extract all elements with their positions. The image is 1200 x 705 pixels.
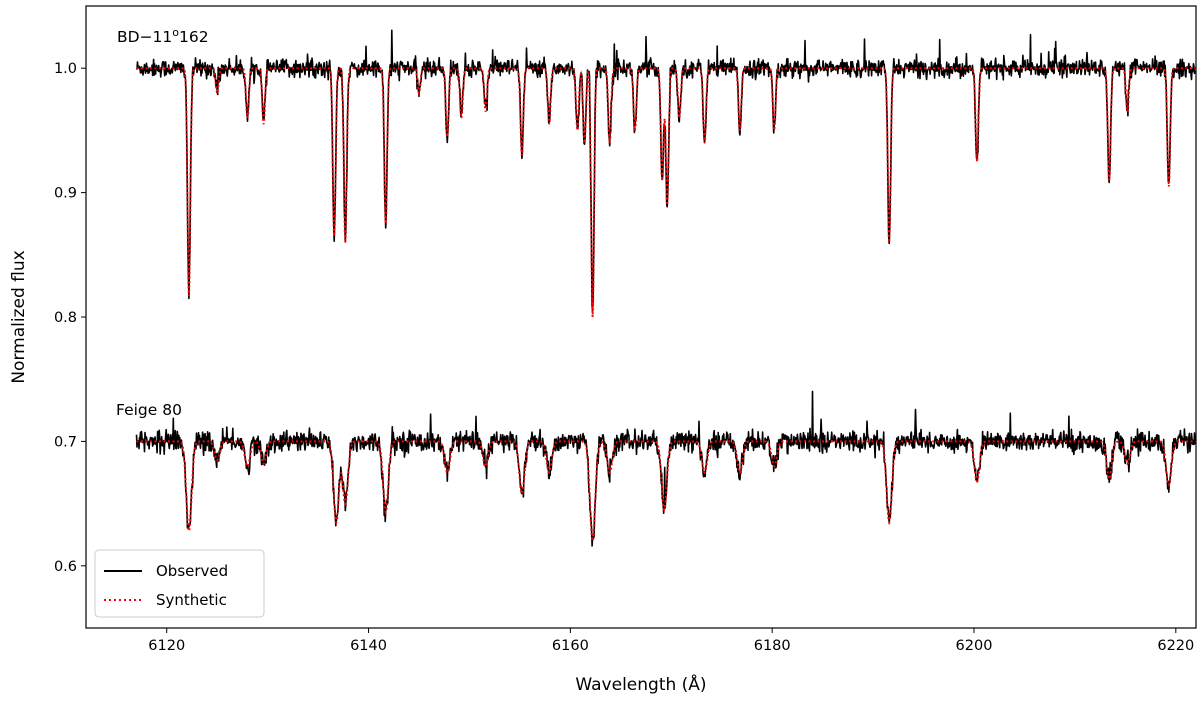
axes-frame [85, 5, 1197, 629]
x-axis-label: Wavelength (Å) [575, 673, 706, 695]
x-tick-label-5: 6220 [1157, 638, 1194, 654]
star-label-bd: BD−11o162 [117, 26, 209, 47]
y-tick-label-0: 0.6 [54, 559, 77, 575]
legend: Observed Synthetic [94, 549, 265, 618]
axis-ticks: 6120 6140 6160 6180 6200 6220 0.6 0.7 0.8 0.9 1.0 [54, 61, 1194, 654]
y-tick-label-4: 1.0 [54, 61, 77, 77]
x-tick-label-2: 6160 [552, 638, 589, 654]
observed-spectrum-1 [135, 390, 1196, 547]
legend-label-synthetic: Synthetic [156, 591, 227, 609]
y-axis-label: Normalized flux [9, 250, 29, 383]
y-tick-label-1: 0.7 [54, 434, 77, 450]
x-tick-label-3: 6180 [754, 638, 791, 654]
legend-label-observed: Observed [156, 562, 228, 580]
star-label-feige: Feige 80 [116, 401, 182, 419]
y-tick-label-2: 0.8 [54, 310, 77, 326]
x-tick-label-1: 6140 [350, 638, 387, 654]
plot-lines [135, 29, 1197, 547]
synthetic-spectrum-0 [136, 67, 1196, 318]
x-tick-label-4: 6200 [956, 638, 993, 654]
legend-box [94, 549, 265, 618]
x-tick-label-0: 6120 [148, 638, 185, 654]
y-tick-label-3: 0.9 [54, 186, 77, 202]
observed-spectrum-0 [135, 29, 1197, 313]
